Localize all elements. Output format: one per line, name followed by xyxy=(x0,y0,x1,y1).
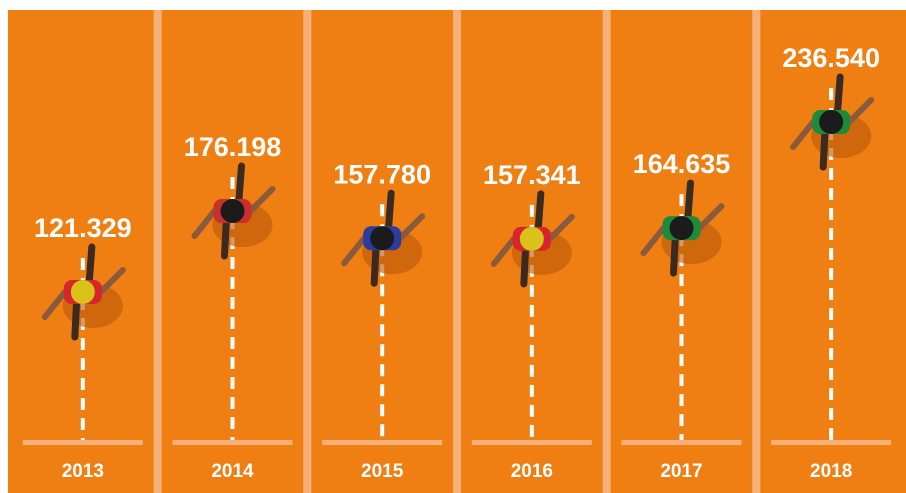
lane-divider xyxy=(154,10,162,493)
finish-line xyxy=(622,440,742,445)
runner-head xyxy=(520,227,544,251)
year-label: 2018 xyxy=(810,461,852,482)
finish-line xyxy=(23,440,143,445)
finish-line xyxy=(771,440,891,445)
value-label: 236.540 xyxy=(782,43,880,73)
lane-divider xyxy=(303,10,311,493)
year-label: 2013 xyxy=(62,461,104,482)
value-label: 176.198 xyxy=(184,132,282,162)
finish-line xyxy=(322,440,442,445)
lane-divider xyxy=(453,10,461,493)
lane-divider xyxy=(752,10,760,493)
finish-line xyxy=(472,440,592,445)
year-label: 2016 xyxy=(511,461,553,482)
runner-head xyxy=(819,110,843,134)
year-label: 2015 xyxy=(361,461,404,482)
runner-head xyxy=(221,199,245,223)
value-label: 164.635 xyxy=(633,149,731,179)
year-label: 2014 xyxy=(211,461,254,482)
lane-divider xyxy=(603,10,611,493)
year-label: 2017 xyxy=(660,461,702,482)
finish-line xyxy=(173,440,293,445)
value-label: 157.780 xyxy=(333,159,431,189)
chart: 121.329 2013 176.198 2014 157.780 2015 157.341… xyxy=(0,0,906,493)
runner-head xyxy=(670,216,694,240)
value-label: 121.329 xyxy=(34,213,132,243)
value-label: 157.341 xyxy=(483,160,581,190)
runner-head xyxy=(370,226,394,250)
runner-head xyxy=(71,280,95,304)
